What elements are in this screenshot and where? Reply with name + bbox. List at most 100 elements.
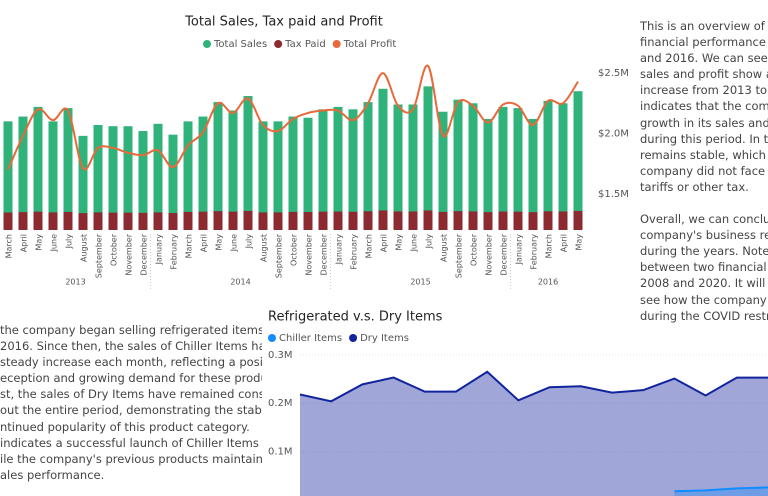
bar — [363, 102, 373, 230]
legend-label: Total Sales — [213, 39, 267, 50]
text-line: 2008 and 2020. It will be in — [640, 276, 768, 291]
x-tick-label: December — [140, 233, 149, 275]
year-label: 2013 — [65, 278, 85, 287]
text-line: indicates that the company — [640, 99, 768, 114]
bar — [513, 211, 523, 230]
x-tick-label: August — [440, 234, 449, 262]
text-line: out the entire period, demonstrating the… — [0, 403, 262, 418]
x-tick-label: November — [305, 233, 314, 275]
text-line: during this period. In terms — [640, 131, 768, 146]
legend-marker — [268, 334, 276, 342]
year-label: 2015 — [410, 278, 430, 287]
x-tick-label: April — [20, 234, 29, 252]
bar — [63, 108, 73, 230]
bar — [33, 211, 43, 230]
line — [674, 486, 768, 493]
x-tick-label: September — [95, 233, 104, 278]
bar — [303, 212, 313, 230]
legend-label: Total Profit — [343, 39, 397, 50]
x-tick-label: January — [515, 234, 524, 266]
bar — [273, 121, 283, 230]
x-tick-label: May — [395, 234, 404, 251]
bar — [513, 108, 523, 230]
text-line: st, the sales of Dry Items have remained… — [0, 387, 262, 402]
year-label: 2016 — [538, 278, 558, 287]
bar — [498, 211, 508, 230]
x-tick-label: July — [245, 234, 254, 250]
x-tick-label: July — [425, 234, 434, 250]
bar — [528, 118, 538, 230]
bar — [288, 211, 298, 230]
text-line: ntinued popularity of this product categ… — [0, 419, 250, 434]
bar — [168, 134, 178, 230]
x-tick-label: January — [335, 234, 344, 266]
bar — [213, 211, 223, 230]
text-line: between two financial crise — [640, 260, 768, 275]
bar — [3, 121, 13, 230]
bar — [228, 211, 238, 230]
x-tick-label: October — [470, 233, 479, 266]
bar — [63, 211, 73, 230]
bar — [483, 118, 493, 230]
bar — [498, 106, 508, 230]
x-tick-label: May — [35, 234, 44, 251]
text-line: tariffs or other tax. — [640, 179, 749, 194]
bar — [528, 212, 538, 230]
bar — [423, 86, 433, 231]
bar — [93, 125, 103, 230]
bar — [468, 211, 478, 230]
bar — [258, 121, 268, 230]
bar — [108, 126, 118, 230]
bar — [48, 121, 58, 230]
bar — [408, 104, 418, 230]
bar — [258, 212, 268, 230]
text-line: during the COVID restrictio — [640, 308, 768, 323]
bar — [198, 116, 208, 230]
bar — [198, 211, 208, 230]
bar — [558, 103, 568, 230]
x-tick-label: October — [110, 233, 119, 266]
bar — [303, 117, 313, 230]
bar — [363, 211, 373, 230]
text-line: financial performance betw — [640, 35, 768, 50]
bar — [393, 211, 403, 230]
bar — [153, 212, 163, 230]
x-tick-label: August — [260, 234, 269, 262]
bar — [18, 212, 28, 230]
x-tick-label: March — [365, 234, 374, 258]
text-line: Overall, we can conclude t — [640, 212, 768, 227]
bar — [333, 106, 343, 230]
bar — [573, 210, 583, 230]
text-line: ile the company's previous products main… — [0, 451, 262, 466]
text-line: eception and growing demand for these pr… — [0, 371, 262, 386]
area — [300, 371, 768, 496]
text-line: company's business remain — [640, 228, 768, 243]
legend-label: Chiller Items — [279, 333, 342, 344]
bar — [378, 210, 388, 230]
y-tick-label: $2.0M — [598, 128, 629, 139]
x-tick-label: August — [80, 234, 89, 262]
bar — [183, 121, 193, 230]
x-tick-label: February — [170, 234, 179, 270]
bar — [138, 212, 148, 230]
x-tick-label: April — [200, 234, 209, 252]
text-line: see how the company perf — [640, 292, 768, 307]
bar — [153, 123, 163, 230]
text-line: increase from 2013 to 2016 — [640, 83, 768, 98]
bar — [318, 211, 328, 230]
legend-marker — [349, 334, 358, 342]
x-tick-label: April — [560, 234, 569, 252]
bar — [123, 126, 133, 230]
text-line: remains stable, which mea — [640, 147, 768, 162]
bar — [123, 212, 133, 230]
x-tick-label: September — [455, 233, 464, 278]
bar — [438, 111, 448, 230]
line — [7, 64, 579, 171]
text-line: during the years. Note tha — [640, 244, 768, 259]
x-tick-label: March — [545, 234, 554, 258]
text-line: indicates a successful launch of Chiller… — [0, 435, 262, 450]
x-tick-label: June — [50, 234, 59, 253]
legend-label: Dry Items — [360, 333, 409, 344]
bar — [348, 211, 358, 230]
